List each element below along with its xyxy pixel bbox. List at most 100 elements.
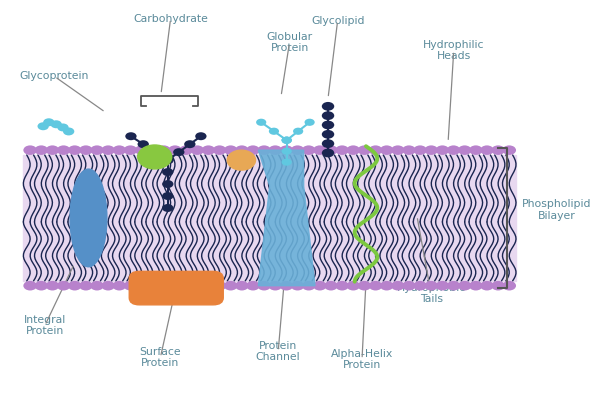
Circle shape [224, 281, 238, 290]
Polygon shape [259, 150, 315, 286]
Circle shape [235, 145, 248, 155]
Circle shape [101, 281, 115, 290]
Circle shape [447, 281, 460, 290]
Circle shape [447, 145, 460, 155]
Circle shape [162, 192, 173, 200]
Circle shape [58, 124, 68, 132]
Circle shape [480, 145, 494, 155]
Circle shape [324, 145, 338, 155]
Circle shape [358, 281, 371, 290]
Circle shape [424, 145, 438, 155]
Circle shape [34, 145, 48, 155]
Circle shape [391, 281, 404, 290]
Circle shape [268, 281, 282, 290]
Circle shape [291, 145, 304, 155]
Circle shape [112, 281, 126, 290]
Circle shape [436, 145, 449, 155]
Circle shape [322, 111, 334, 120]
Circle shape [324, 281, 338, 290]
Circle shape [402, 281, 416, 290]
Circle shape [480, 281, 494, 290]
Circle shape [369, 281, 382, 290]
Circle shape [305, 119, 315, 126]
Ellipse shape [70, 169, 107, 267]
Circle shape [469, 281, 482, 290]
Text: Phospholipid
Bilayer: Phospholipid Bilayer [522, 199, 591, 221]
Circle shape [502, 145, 516, 155]
Circle shape [135, 145, 148, 155]
Circle shape [268, 145, 282, 155]
Circle shape [358, 145, 371, 155]
Circle shape [380, 145, 394, 155]
Circle shape [179, 281, 193, 290]
Text: Surface
Protein: Surface Protein [140, 347, 181, 368]
Bar [23, 155, 516, 281]
Circle shape [23, 145, 37, 155]
Circle shape [124, 281, 137, 290]
Circle shape [335, 281, 349, 290]
Circle shape [57, 281, 70, 290]
Circle shape [50, 120, 62, 128]
Text: Alpha-Helix
Protein: Alpha-Helix Protein [331, 349, 393, 370]
Circle shape [469, 145, 482, 155]
Circle shape [213, 281, 226, 290]
Circle shape [491, 281, 505, 290]
Circle shape [346, 145, 360, 155]
Circle shape [313, 145, 326, 155]
Circle shape [246, 281, 260, 290]
Circle shape [458, 145, 472, 155]
Circle shape [346, 281, 360, 290]
Text: Protein
Channel: Protein Channel [256, 341, 301, 362]
Circle shape [293, 128, 303, 135]
Circle shape [257, 145, 271, 155]
Circle shape [302, 145, 316, 155]
FancyBboxPatch shape [129, 271, 223, 305]
Circle shape [23, 281, 37, 290]
Circle shape [291, 281, 304, 290]
Circle shape [380, 281, 394, 290]
Text: Carbohydrate: Carbohydrate [133, 14, 208, 24]
Circle shape [436, 281, 449, 290]
Circle shape [63, 128, 74, 136]
Circle shape [313, 281, 326, 290]
Circle shape [190, 145, 204, 155]
Circle shape [281, 148, 292, 155]
Circle shape [369, 145, 382, 155]
Circle shape [112, 145, 126, 155]
Circle shape [224, 145, 238, 155]
Circle shape [46, 281, 59, 290]
Circle shape [68, 145, 82, 155]
Circle shape [335, 145, 349, 155]
Circle shape [168, 145, 182, 155]
Circle shape [391, 145, 404, 155]
Circle shape [157, 281, 170, 290]
Circle shape [322, 148, 334, 157]
Circle shape [162, 204, 173, 212]
Circle shape [162, 156, 173, 164]
Circle shape [322, 139, 334, 148]
Circle shape [162, 180, 173, 188]
Circle shape [402, 145, 416, 155]
Circle shape [235, 281, 248, 290]
Circle shape [101, 145, 115, 155]
Circle shape [281, 137, 292, 144]
Circle shape [34, 281, 48, 290]
Circle shape [195, 132, 206, 140]
Circle shape [202, 281, 215, 290]
Circle shape [38, 122, 49, 130]
Circle shape [458, 281, 472, 290]
Circle shape [280, 145, 293, 155]
Circle shape [162, 156, 173, 164]
Circle shape [90, 145, 104, 155]
Circle shape [256, 119, 266, 126]
Circle shape [213, 145, 226, 155]
Circle shape [281, 137, 292, 144]
Circle shape [184, 140, 196, 148]
Circle shape [79, 145, 92, 155]
Circle shape [413, 281, 427, 290]
Circle shape [146, 281, 160, 290]
Circle shape [202, 145, 215, 155]
Circle shape [168, 281, 182, 290]
Circle shape [146, 145, 160, 155]
Circle shape [322, 102, 334, 111]
